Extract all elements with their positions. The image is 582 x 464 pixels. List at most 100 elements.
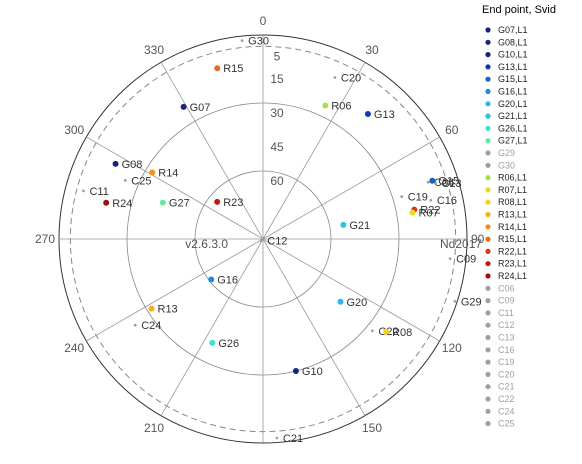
legend-entry: G20,L1 [485,99,528,109]
legend-entry: C06 [485,283,515,293]
legend-entry: G13,L1 [485,62,528,72]
satellite-g29: G29 [453,296,482,308]
satellite-r15: R15 [214,63,243,75]
satellite-marker [214,198,221,205]
satellite-label: G26 [218,338,239,350]
legend-marker [485,52,491,58]
legend-entry: G15,L1 [485,74,528,84]
satellite-points: G30 R15 C20 G07 R06 G13 G08 C25 R14 C11 R24 G27 R23 C… [82,36,482,445]
satellite-label: G29 [461,296,482,308]
legend-label: G08,L1 [498,37,528,47]
legend-marker [485,125,491,131]
satellite-label: G30 [248,36,269,48]
legend-label: R14,L1 [498,222,527,232]
azimuth-tick-0: 0 [260,14,267,28]
satellite-c21: C21 [275,433,303,445]
satellite-g27: G27 [159,198,190,210]
satellite-label: R15 [223,63,243,75]
legend-label: R07,L1 [498,185,527,195]
azimuth-spoke-240 [86,238,264,342]
legend-label: G26,L1 [498,123,528,133]
legend-marker [485,39,491,45]
azimuth-spoke-330 [160,62,264,240]
satellite-marker [123,179,127,182]
satellite-marker [292,367,299,374]
satellite-marker [259,239,263,242]
satellite-c19: C19 [400,192,428,204]
satellite-label: R07 [419,208,439,220]
legend-entry: C20 [485,369,515,379]
legend-label: C20 [498,369,515,379]
azimuth-tick-300: 300 [64,123,84,137]
legend-marker [485,408,491,414]
satellite-c09: C09 [448,254,476,266]
satellite-c12: C12 [259,235,287,247]
legend-entry: C19 [485,357,515,367]
legend-marker [485,150,491,156]
legend-entry: C13 [485,333,515,343]
legend-label: G27,L1 [498,136,528,146]
legend-marker [485,347,491,353]
azimuth-tick-150: 150 [362,421,382,435]
legend-marker [485,322,491,328]
legend-label: R15,L1 [498,234,527,244]
satellite-label: G20 [347,297,368,309]
satellite-label: R06 [331,100,351,112]
legend-entry: C24 [485,406,515,416]
satellite-g13: G13 [364,109,395,121]
legend-marker [485,396,491,402]
satellite-marker [364,110,371,117]
satellite-g08: G08 [112,159,142,171]
legend-label: C06 [498,283,515,293]
elevation-tick-60: 60 [270,174,284,188]
legend-label: C25 [498,419,515,429]
legend-label: R08,L1 [498,197,527,207]
legend-label: R24,L1 [498,271,527,281]
legend-label: G30 [498,160,515,170]
satellite-label: C24 [141,320,161,332]
legend-label: C13 [498,333,515,343]
satellite-marker [148,305,155,312]
azimuth-spoke-60 [262,136,440,240]
satellite-r24: R24 [103,198,132,210]
satellite-marker [409,209,416,216]
azimuth-tick-60: 60 [445,123,459,137]
legend-label: G29 [498,148,515,158]
satellite-c13: C13 [434,178,462,190]
legend-label: C16 [498,345,515,355]
satellite-marker [149,169,156,176]
azimuth-tick-120: 120 [442,341,462,355]
azimuth-tick-90: 90 [471,232,485,246]
satellite-marker [159,199,166,206]
satellite-marker [82,189,85,193]
satellite-r13: R13 [148,304,178,316]
legend-entry: R23,L1 [485,259,527,269]
legend-entry: R14,L1 [485,222,527,232]
satellite-label: C11 [89,186,108,198]
satellite-g07: G07 [180,102,210,114]
legend-marker [485,310,491,316]
legend-marker [485,187,491,193]
azimuth-spoke-30 [262,62,366,240]
legend-entry: R15,L1 [485,234,527,244]
legend-label: G13,L1 [498,62,528,72]
satellite-c20: C20 [333,72,361,84]
satellite-marker [340,221,347,228]
legend-entry: G08,L1 [485,37,528,47]
satellite-label: R23 [223,197,243,209]
satellite-g15: G15 [429,176,459,188]
elevation-tick-15: 15 [270,72,284,86]
legend-label: G10,L1 [498,50,528,60]
legend-marker [485,27,491,33]
legend-entry: R24,L1 [485,271,527,281]
satellite-label: C19 [408,192,428,204]
legend-entry: G21,L1 [485,111,528,121]
legend-marker [485,224,491,230]
satellite-label: R22 [420,205,440,217]
legend-label: R23,L1 [498,259,527,269]
satellite-c06: C06 [426,177,454,189]
satellite-g10: G10 [292,366,323,378]
elevation-tick-30: 30 [270,106,284,120]
legend-entry: G16,L1 [485,87,528,97]
